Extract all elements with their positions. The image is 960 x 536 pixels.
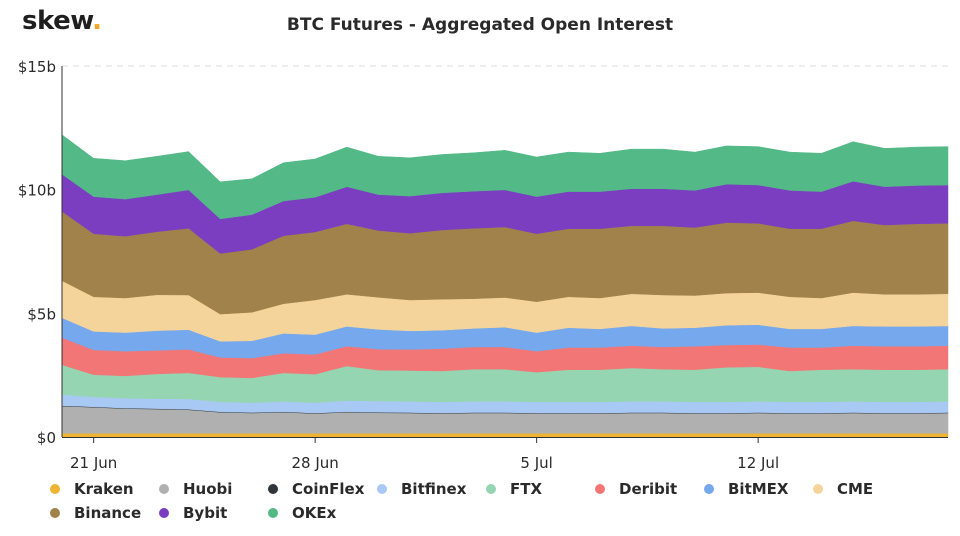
legend-label: Bitfinex [401,480,467,498]
y-tick-label: $0 [37,429,56,447]
legend-item-ftx[interactable]: FTX [486,480,595,498]
legend-label: BitMEX [728,480,789,498]
logo-text: skew [22,6,93,36]
x-tick-label: 21 Jun [70,454,117,472]
area-layer [61,134,949,438]
legend-dot-icon [595,484,605,494]
legend-dot-icon [268,484,278,494]
y-tick-label: $5b [27,305,56,323]
legend-label: Huobi [183,480,233,498]
legend-dot-icon [486,484,496,494]
logo-dot: . [92,6,102,36]
legend-label: CME [837,480,874,498]
x-tick-label: 12 Jul [737,454,779,472]
x-tick-label: 28 Jun [291,454,338,472]
legend-dot-icon [704,484,714,494]
chart-title: BTC Futures - Aggregated Open Interest [287,15,673,35]
legend-item-bybit[interactable]: Bybit [159,504,268,522]
legend-label: Bybit [183,504,228,522]
legend: Kraken Huobi CoinFlex Bitfinex FTX Deribit Bit… [50,480,950,522]
legend-item-okex[interactable]: OKEx [268,504,377,522]
legend-label: Kraken [74,480,134,498]
legend-item-binance[interactable]: Binance [50,504,159,522]
legend-item-cme[interactable]: CME [813,480,922,498]
x-tick-label: 5 Jul [520,454,552,472]
legend-item-coinflex[interactable]: CoinFlex [268,480,377,498]
legend-label: CoinFlex [292,480,365,498]
legend-dot-icon [50,508,60,518]
legend-label: FTX [510,480,543,498]
area-okex[interactable] [61,134,949,220]
legend-dot-icon [813,484,823,494]
legend-dot-icon [159,508,169,518]
axis-layer: $0 $5b $10b $15b 21 Jun 28 Jun 5 Jul 12 Jul [18,58,948,472]
legend-item-deribit[interactable]: Deribit [595,480,704,498]
legend-label: Binance [74,504,142,522]
legend-label: Deribit [619,480,678,498]
legend-item-bitmex[interactable]: BitMEX [704,480,813,498]
skew-logo: skew. [22,6,102,36]
legend-dot-icon [159,484,169,494]
legend-dot-icon [50,484,60,494]
legend-dot-icon [377,484,387,494]
legend-dot-icon [268,508,278,518]
legend-item-bitfinex[interactable]: Bitfinex [377,480,486,498]
y-tick-label: $10b [18,182,56,200]
area-kraken[interactable] [61,433,949,438]
legend-item-huobi[interactable]: Huobi [159,480,268,498]
y-tick-label: $15b [18,58,56,76]
legend-item-kraken[interactable]: Kraken [50,480,159,498]
legend-label: OKEx [292,504,337,522]
